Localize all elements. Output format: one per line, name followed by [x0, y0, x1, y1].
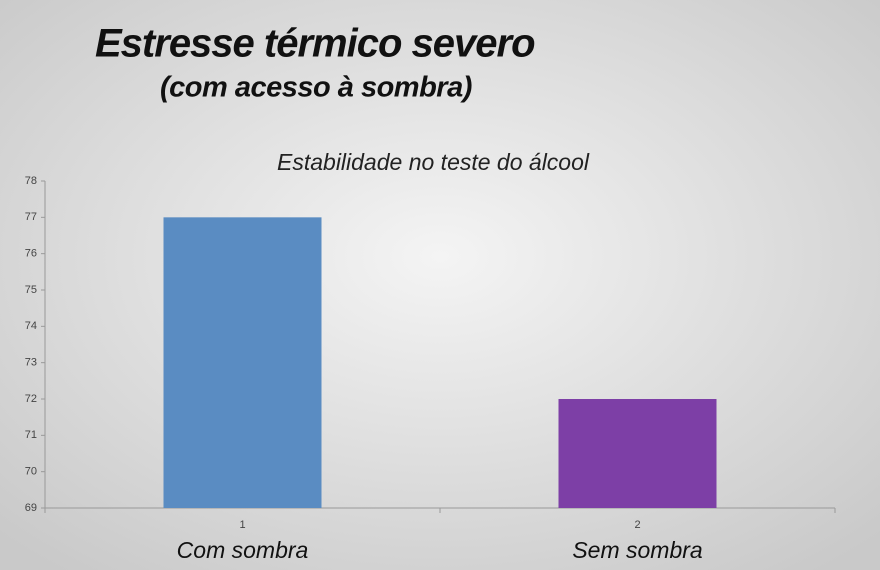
y-tick-label: 70 — [25, 466, 37, 478]
x-tick-label: 2 — [634, 519, 640, 531]
bar — [163, 217, 322, 509]
y-tick-label: 71 — [25, 429, 37, 441]
y-tick-label: 76 — [25, 248, 37, 260]
y-tick-label: 73 — [25, 357, 37, 369]
y-tick-label: 72 — [25, 393, 37, 405]
bar — [558, 399, 717, 508]
y-tick-label: 75 — [25, 284, 37, 296]
y-tick-label: 69 — [25, 502, 37, 514]
slide-title: Estresse térmico severo — [95, 22, 535, 66]
chart-title: Estabilidade no teste do álcool — [277, 149, 590, 175]
y-tick-label: 77 — [25, 211, 37, 223]
y-tick-label: 78 — [25, 175, 37, 187]
slide-subtitle: (com acesso à sombra) — [160, 72, 472, 104]
category-label: Sem sombra — [572, 537, 702, 563]
y-tick-label: 74 — [25, 320, 37, 332]
category-label: Com sombra — [177, 537, 309, 563]
x-tick-label: 1 — [239, 519, 245, 531]
